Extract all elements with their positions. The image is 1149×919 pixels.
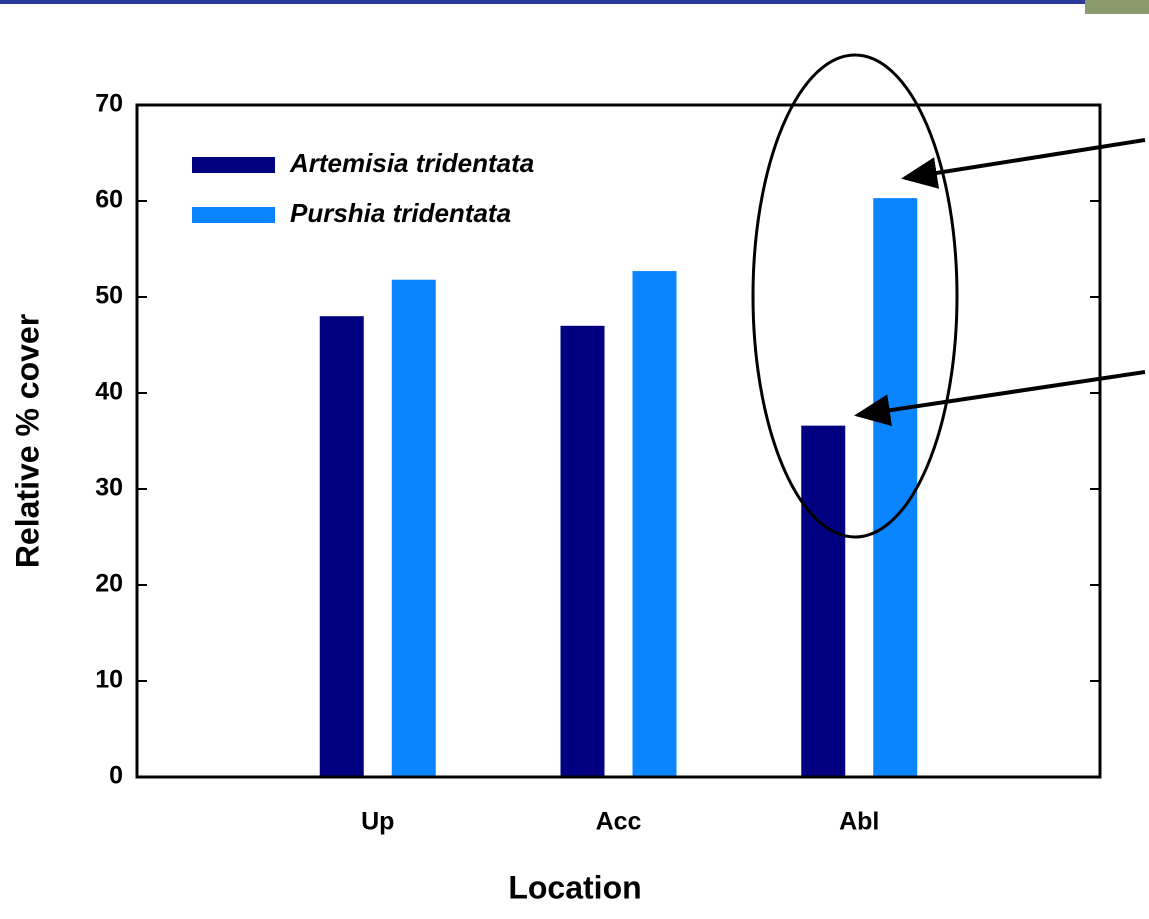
highlight-ellipse [753,55,957,537]
bar [801,426,845,777]
legend-swatch [192,157,275,173]
y-tick-label: 10 [95,666,123,694]
y-tick-label: 50 [95,282,123,310]
bar [873,198,917,777]
y-tick-label: 60 [95,186,123,214]
y-tick-label: 0 [109,762,123,790]
plot-frame [137,105,1100,777]
legend-swatch [192,207,275,223]
y-tick-label: 30 [95,474,123,502]
y-tick-label: 20 [95,570,123,598]
x-tick-label: Up [361,808,394,836]
bar [320,316,364,777]
bar [633,271,677,777]
header-image [1085,0,1149,14]
legend-label: Purshia tridentata [290,198,511,228]
y-tick-label: 40 [95,378,123,406]
chart: 0 10 20 30 40 50 60 70 Up Acc Abl Artemisia trident… [0,0,1149,919]
y-axis-title: Relative % cover [9,314,45,568]
y-tick-label: 70 [95,90,123,118]
x-axis-title: Location [508,869,641,905]
arrow [905,140,1145,178]
x-tick-label: Abl [839,808,879,836]
bar [392,280,436,777]
bar [561,326,605,777]
header-band [0,0,1085,4]
legend-label: Artemisia tridentata [289,148,534,178]
x-tick-label: Acc [596,808,642,836]
